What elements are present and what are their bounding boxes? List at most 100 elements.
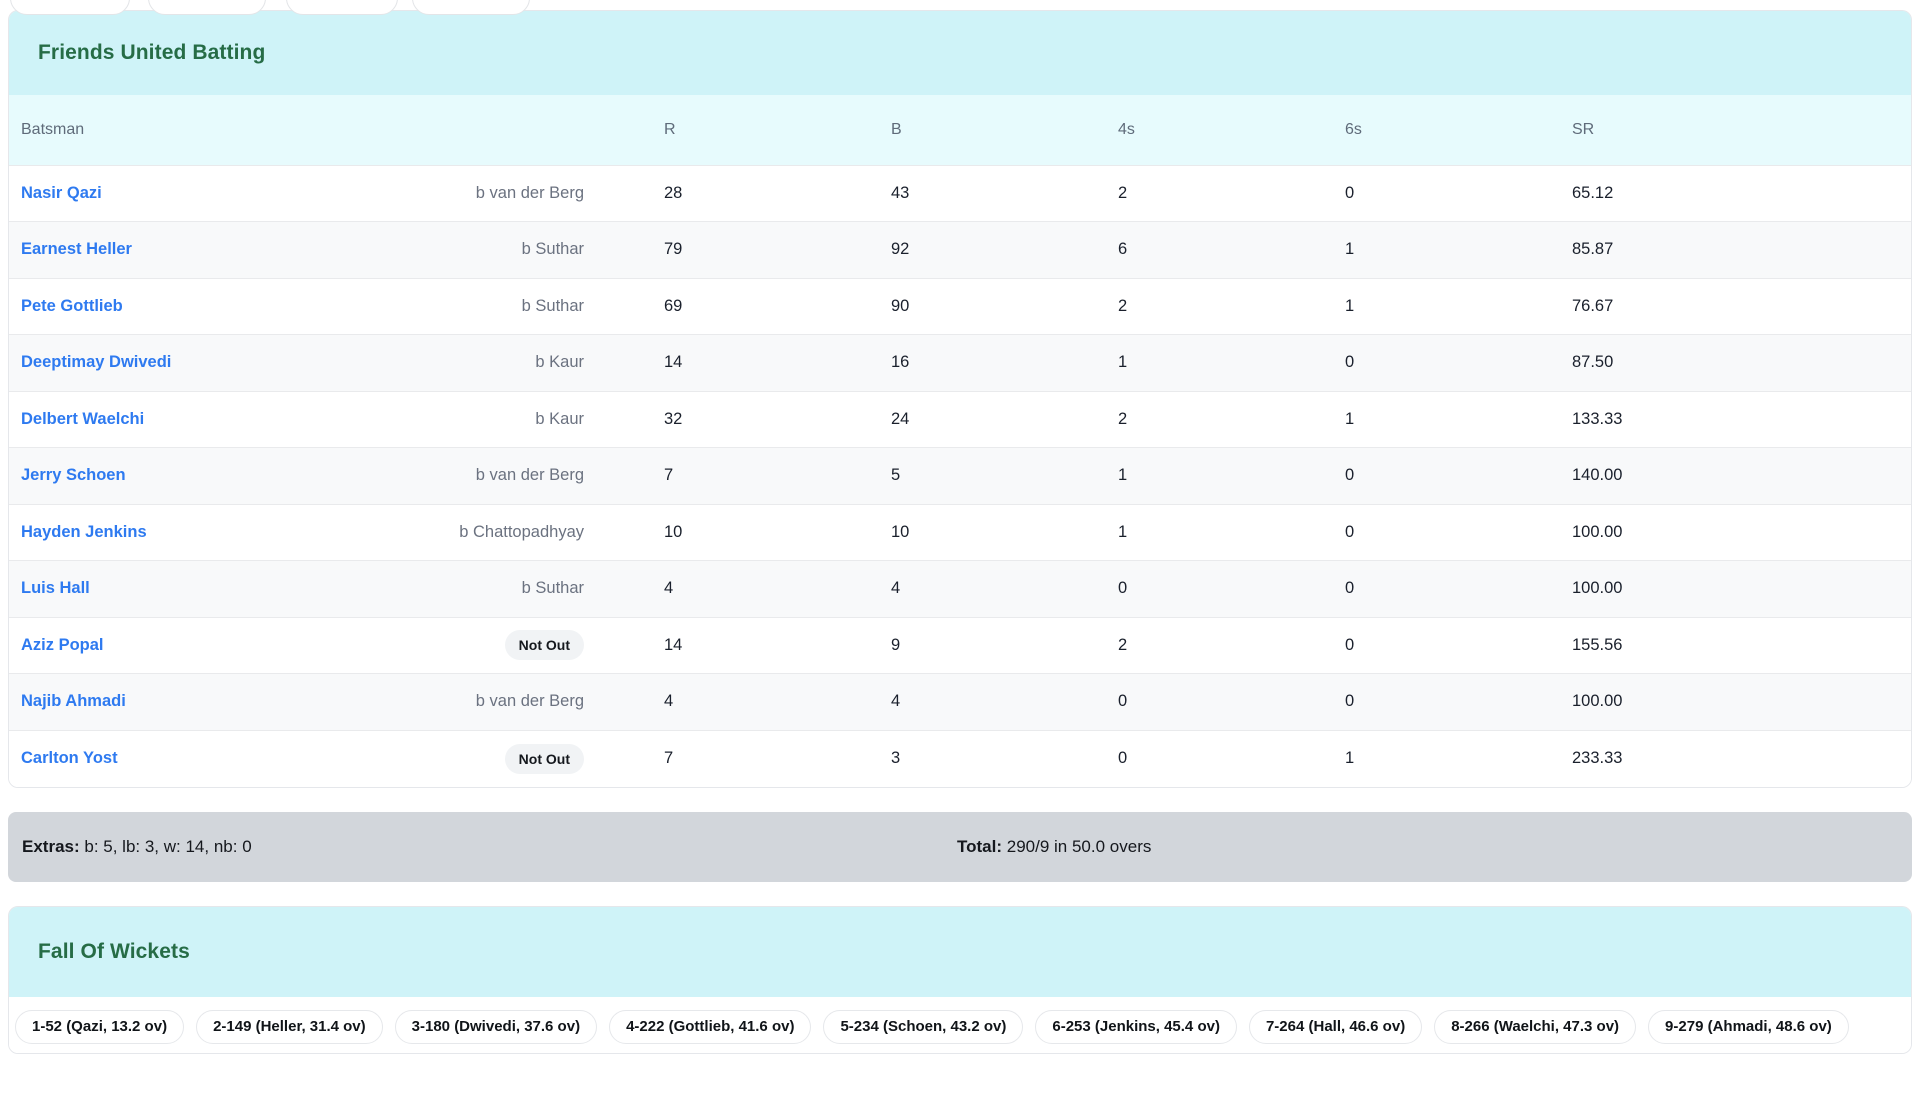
column-header-fours: 4s [1118, 120, 1135, 138]
player-name-link[interactable]: Carlton Yost [21, 749, 118, 767]
fall-of-wicket-chip: 5-234 (Schoen, 43.2 ov) [823, 1009, 1024, 1044]
strike-rate-cell: 87.50 [1572, 353, 1614, 372]
player-name-link[interactable]: Pete Gottlieb [21, 296, 123, 315]
fours-cell: 1 [1118, 353, 1128, 372]
runs-cell: 69 [664, 296, 683, 315]
strike-rate-cell: 233.33 [1572, 749, 1623, 767]
batsman-name-cell: Jerry Schoen [9, 448, 369, 505]
dismissal-cell: b Suthar [369, 561, 584, 618]
column-header-balls: B [891, 120, 902, 138]
column-header-runs: R [664, 120, 676, 138]
dismissal-cell: b van der Berg [369, 448, 584, 505]
batsman-name-cell: Nasir Qazi [9, 165, 369, 222]
dismissal: Not Out [504, 630, 584, 661]
fall-of-wicket-chip: 6-253 (Jenkins, 45.4 ov) [1035, 1009, 1237, 1044]
batsman-row: Hayden Jenkins b Chattopadhyay 10 10 1 0… [9, 504, 1911, 561]
dismissal-cell: b Suthar [369, 222, 584, 279]
runs-cell: 10 [664, 522, 683, 541]
balls-cell: 4 [891, 692, 901, 711]
dismissal-cell: b Chattopadhyay [369, 504, 584, 561]
fours-cell: 1 [1118, 466, 1128, 485]
player-name-link[interactable]: Nasir Qazi [21, 183, 102, 202]
dismissal-cell: Not Out [369, 730, 584, 787]
dismissal: b Suthar [521, 579, 584, 598]
dismissal-cell: b Kaur [369, 391, 584, 448]
sixes-cell: 0 [1345, 353, 1355, 372]
fall-of-wicket-chip: 1-52 (Qazi, 13.2 ov) [15, 1009, 185, 1044]
strike-rate-cell: 155.56 [1572, 635, 1623, 654]
batsman-row: Delbert Waelchi b Kaur 32 24 2 1 133.33 [9, 391, 1911, 448]
balls-cell: 16 [891, 353, 910, 372]
fours-cell: 0 [1118, 692, 1128, 711]
total-group: Total: 290/9 in 50.0 overs [957, 837, 1151, 857]
player-name-link[interactable]: Delbert Waelchi [21, 409, 145, 428]
strike-rate-cell: 133.33 [1572, 409, 1623, 428]
player-name-link[interactable]: Luis Hall [21, 579, 90, 598]
dismissal: Not Out [504, 743, 584, 774]
column-header-batsman: Batsman [21, 120, 85, 138]
cut-off-chip [148, 0, 266, 15]
batting-table-head: Batsman R B 4s 6s SR [9, 95, 1911, 165]
extras-group: Extras: b: 5, lb: 3, w: 14, nb: 0 [8, 837, 252, 857]
player-name-link[interactable]: Jerry Schoen [21, 466, 126, 485]
fow-chips: 1-52 (Qazi, 13.2 ov) 2-149 (Heller, 31.4 … [9, 996, 1911, 1053]
fours-cell: 1 [1118, 522, 1128, 541]
strike-rate-cell: 100.00 [1572, 579, 1623, 598]
fall-of-wickets-section: Fall Of Wickets 1-52 (Qazi, 13.2 ov) 2-14… [8, 905, 1912, 1054]
fall-of-wicket-chip: 2-149 (Heller, 31.4 ov) [196, 1009, 383, 1044]
balls-cell: 10 [891, 522, 910, 541]
batsman-row: Luis Hall b Suthar 4 4 0 0 100.00 [9, 560, 1911, 618]
sixes-cell: 0 [1345, 522, 1355, 541]
column-header-strike-rate: SR [1572, 120, 1595, 138]
batsman-row: Deeptimay Dwivedi b Kaur 14 16 1 0 87.50 [9, 334, 1911, 392]
player-name-link[interactable]: Aziz Popal [21, 635, 104, 654]
batsman-name-cell: Luis Hall [9, 561, 369, 618]
runs-cell: 28 [664, 183, 683, 202]
sixes-cell: 0 [1345, 579, 1355, 598]
dismissal: b Kaur [535, 353, 584, 372]
dismissal-cell: b van der Berg [369, 165, 584, 222]
runs-cell: 14 [664, 353, 683, 372]
batting-section-title: Friends United Batting [38, 41, 266, 64]
fours-cell: 0 [1118, 749, 1128, 767]
batsman-row: Carlton Yost Not Out 7 3 0 1 233.33 [9, 730, 1911, 787]
batsman-row: Aziz Popal Not Out 14 9 2 0 155.56 [9, 617, 1911, 674]
cut-off-chip [10, 0, 130, 15]
fall-of-wicket-chip: 3-180 (Dwivedi, 37.6 ov) [394, 1009, 598, 1044]
fours-cell: 2 [1118, 409, 1128, 428]
balls-cell: 24 [891, 409, 910, 428]
fours-cell: 0 [1118, 579, 1128, 598]
extras-value: b: 5, lb: 3, w: 14, nb: 0 [84, 836, 252, 856]
column-header-dismissal-spacer [369, 95, 584, 165]
dismissal: b Chattopadhyay [459, 522, 584, 541]
fours-cell: 2 [1118, 635, 1128, 654]
batting-table-body: Nasir Qazi b van der Berg 28 43 2 0 65.1… [9, 165, 1911, 787]
balls-cell: 90 [891, 296, 910, 315]
sixes-cell: 1 [1345, 240, 1355, 259]
balls-cell: 9 [891, 635, 901, 654]
dismissal: b Suthar [521, 240, 584, 259]
strike-rate-cell: 65.12 [1572, 183, 1614, 202]
dismissal: b Kaur [535, 409, 584, 428]
dismissal-cell: b van der Berg [369, 674, 584, 731]
extras-label: Extras: [22, 836, 80, 856]
fall-of-wicket-chip: 8-266 (Waelchi, 47.3 ov) [1434, 1009, 1637, 1044]
dismissal-cell: b Suthar [369, 278, 584, 335]
strike-rate-cell: 85.87 [1572, 240, 1614, 259]
balls-cell: 92 [891, 240, 910, 259]
player-name-link[interactable]: Hayden Jenkins [21, 522, 147, 541]
player-name-link[interactable]: Deeptimay Dwivedi [21, 353, 172, 372]
batting-section-header: Friends United Batting [9, 11, 1911, 95]
sixes-cell: 1 [1345, 296, 1355, 315]
fall-of-wickets-header: Fall Of Wickets [9, 906, 1911, 997]
total-label: Total: [957, 836, 1003, 856]
dismissal-cell: b Kaur [369, 335, 584, 392]
fall-of-wicket-chip: 7-264 (Hall, 46.6 ov) [1248, 1009, 1423, 1044]
player-name-link[interactable]: Najib Ahmadi [21, 692, 126, 711]
cut-off-chip [412, 0, 530, 15]
sixes-cell: 1 [1345, 749, 1355, 767]
batsman-name-cell: Pete Gottlieb [9, 278, 369, 335]
fours-cell: 2 [1118, 296, 1128, 315]
player-name-link[interactable]: Earnest Heller [21, 240, 132, 259]
sixes-cell: 0 [1345, 692, 1355, 711]
